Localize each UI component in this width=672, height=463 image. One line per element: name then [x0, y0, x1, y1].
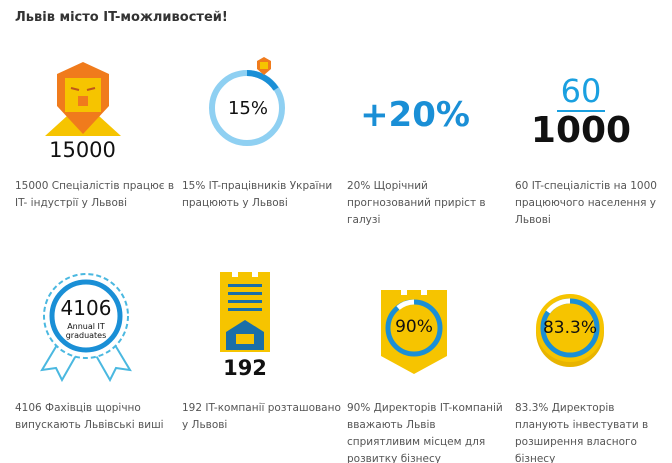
- coin-icon: [536, 294, 604, 367]
- stat-figure: 83.3%: [542, 318, 597, 338]
- stat-sub: Annual IT graduates: [65, 322, 107, 340]
- stat-caption: 192 IT-компанії розташовано у Львові: [182, 402, 341, 431]
- fraction-line: [557, 110, 605, 112]
- fraction-denominator: 1000: [530, 110, 632, 151]
- shield-icon: [381, 290, 447, 374]
- fraction-numerator: 60: [560, 72, 602, 110]
- stat-caption: 60 IT-спеціалістів на 1000 працюючого на…: [515, 180, 657, 226]
- building-icon: [220, 272, 270, 352]
- stat-figure: 90%: [395, 317, 433, 337]
- stat-caption: 90% Директорів IT-компаній вважають Льві…: [347, 402, 503, 463]
- stat-caption: 15000 Спеціалістів працює в IT- індустрі…: [15, 180, 175, 209]
- page-title: Львів місто IT-можливостей!: [15, 10, 228, 25]
- stat-figure: 15000: [49, 138, 116, 162]
- stat-figure: 192: [223, 356, 267, 380]
- lion-icon: [45, 62, 121, 136]
- stat-caption: 15% IT-працівників України працюють у Ль…: [182, 180, 333, 209]
- stat-caption: 20% Щорічний прогнозований приріст в гал…: [347, 180, 486, 226]
- stat-figure: 15%: [227, 98, 268, 119]
- rosette-icon: [40, 273, 132, 382]
- stat-figure: 4106: [60, 296, 112, 320]
- stat-caption: 83.3% Директорів планують інвестувати в …: [515, 402, 649, 463]
- stat-figure: +20%: [360, 95, 470, 135]
- stat-caption: 4106 Фахівців щорічно випускають Львівсь…: [15, 402, 164, 431]
- progress-ring-icon: [209, 57, 285, 146]
